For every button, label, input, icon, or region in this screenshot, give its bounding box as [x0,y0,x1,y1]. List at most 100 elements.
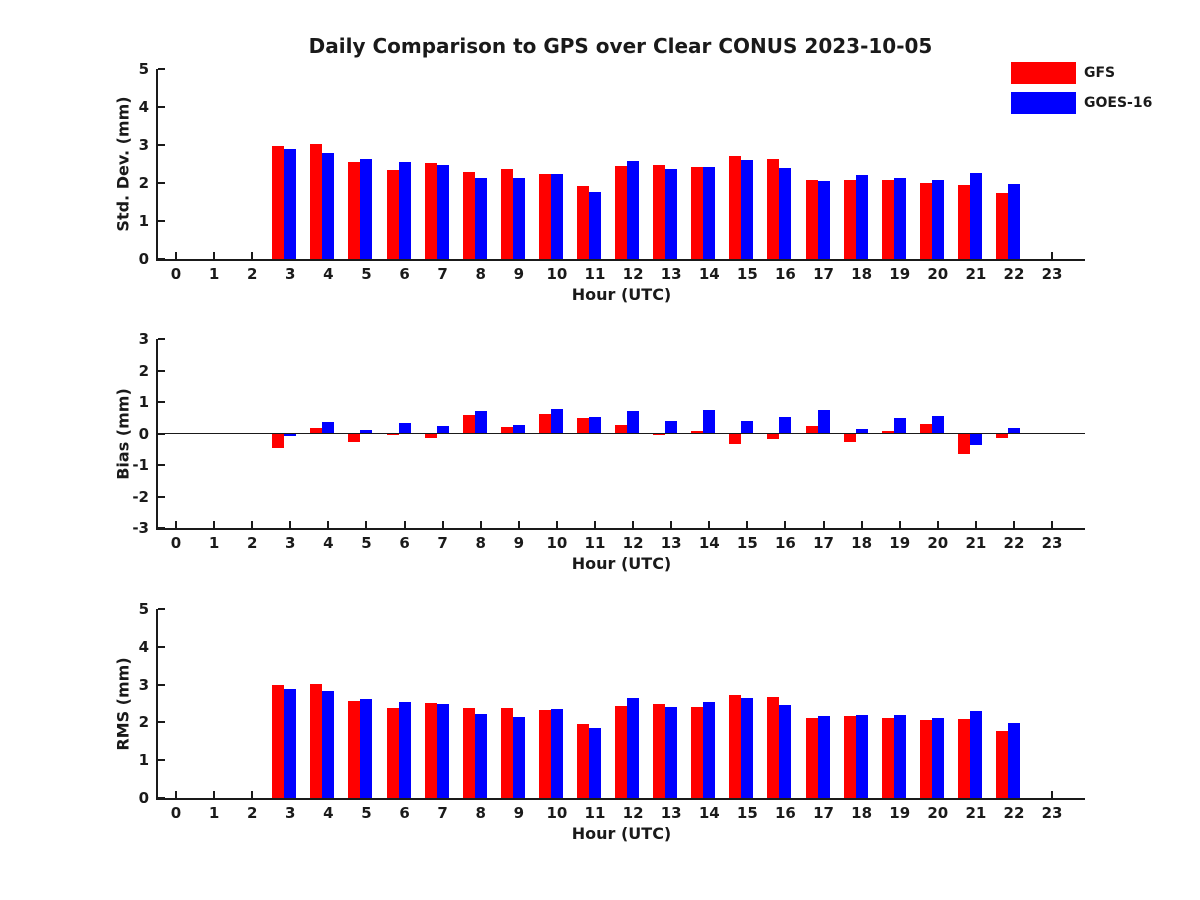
bar-goes16-h10 [550,708,563,798]
bar-goes16-h11 [588,728,601,798]
y-tick-label: 4 [138,637,149,656]
bar-gfs-h16 [767,697,780,798]
bar-gfs-h12 [615,166,628,259]
y-tick-label: 0 [138,424,149,443]
bar-gfs-h16 [767,159,780,259]
bar-gfs-h11 [576,723,589,798]
x-tick-label: 8 [475,265,486,283]
bar-goes16-h20 [931,717,944,798]
y-axis-label: Std. Dev. (mm) [113,96,133,232]
x-tick-label: 16 [775,804,796,822]
bar-gfs-h5 [348,433,361,443]
y-tick [158,464,165,466]
y-tick-label: -1 [132,456,149,474]
bar-gfs-h15 [729,694,742,798]
bar-goes16-h4 [322,421,335,434]
x-tick-label: 18 [851,265,873,283]
bar-gfs-h17 [805,425,818,434]
x-tick [670,521,673,528]
bar-gfs-h3 [272,684,285,798]
x-tick [784,521,787,528]
x-tick-label: 12 [622,265,644,283]
y-tick-label: 5 [138,60,149,78]
bar-gfs-h18 [843,179,856,259]
bar-gfs-h15 [729,433,742,444]
bar-goes16-h19 [893,418,906,434]
bar-gfs-h12 [615,424,628,434]
bar-goes16-h5 [360,159,373,259]
bar-gfs-h14 [691,167,704,259]
bar-gfs-h22 [995,731,1008,798]
y-tick [158,645,165,648]
x-tick [251,521,254,528]
x-tick [1051,521,1054,528]
legend-swatch-goes16 [1011,92,1076,114]
y-tick [158,527,165,529]
x-tick-label: 22 [1003,534,1025,552]
x-tick-label: 9 [513,265,525,283]
bar-goes16-h16 [779,167,792,259]
x-tick [517,521,520,528]
y-tick-label: 2 [138,174,149,192]
x-tick [974,521,977,528]
bar-goes16-h14 [703,166,716,259]
x-tick-label: 3 [285,534,296,552]
x-tick-label: 13 [660,265,682,283]
bar-goes16-h18 [855,429,868,434]
bar-goes16-h13 [665,706,678,798]
x-tick-label: 23 [1041,804,1063,822]
bar-gfs-h14 [691,706,704,798]
bar-goes16-h7 [436,164,449,259]
x-tick-label: 4 [323,534,334,552]
y-tick [158,797,165,799]
y-tick-label: 3 [138,136,149,154]
bar-goes16-h14 [703,701,716,798]
x-tick-label: 6 [399,804,410,822]
bar-goes16-h20 [931,180,944,259]
bar-gfs-h4 [310,143,323,259]
x-tick-label: 17 [813,534,834,552]
y-tick-label: 2 [138,713,149,732]
x-tick-label: 5 [361,534,372,552]
bar-goes16-h10 [550,174,563,259]
legend-item-gfs: GFS [1011,62,1152,84]
x-tick-label: 4 [323,804,334,822]
x-tick-label: 10 [546,265,568,283]
y-tick-label: -3 [132,519,149,537]
x-tick [936,521,939,528]
bar-goes16-h4 [322,691,335,798]
subplot-bias: -3 -2 -1 0 1 2 3 0 1 2 3 4 5 6 7 8 9 10 11 12 13 14 15 16 17 18 19… [114,330,1085,573]
bar-goes16-h22 [1007,722,1020,798]
x-tick [632,521,635,528]
bar-gfs-h22 [995,433,1008,438]
y-tick [158,683,165,686]
x-tick-label: 2 [246,804,258,822]
bar-gfs-h6 [386,169,399,259]
y-tick [158,68,165,70]
bar-goes16-h19 [893,715,906,798]
x-tick-label: 3 [285,265,296,283]
subplot-rms: 0 1 2 3 4 5 0 1 2 3 4 5 6 7 8 9 10 11 12 13 14 15 16 17 18 19 20 21… [114,600,1085,843]
x-tick-label: 8 [475,534,486,552]
x-tick-label: 19 [889,265,911,283]
bar-goes16-h5 [360,429,373,434]
bar-goes16-h9 [512,178,525,259]
x-axis-label: Hour (UTC) [571,824,672,843]
x-tick-label: 14 [698,534,720,552]
legend-label-gfs: GFS [1084,65,1116,81]
x-tick [1051,252,1054,259]
x-tick-label: 20 [927,534,949,552]
x-tick-label: 19 [889,534,911,552]
x-tick-label: 15 [736,265,758,283]
y-tick-label: 4 [138,98,149,116]
y-tick [158,144,165,146]
bar-goes16-h9 [512,717,525,798]
bar-gfs-h13 [653,433,666,436]
x-tick-label: 7 [437,534,448,552]
x-tick-label: 18 [851,534,873,552]
y-tick [158,220,165,222]
bar-gfs-h10 [538,173,551,259]
x-tick-label: 9 [513,804,525,822]
x-tick-label: 6 [399,265,410,283]
